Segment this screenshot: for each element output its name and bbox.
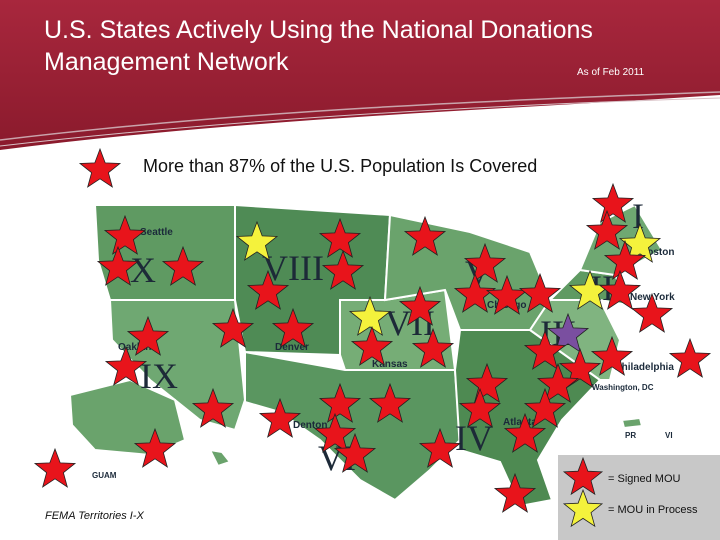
state-star xyxy=(598,269,642,310)
city-label: Kansas xyxy=(372,359,408,370)
header-band xyxy=(0,0,720,150)
state-star xyxy=(96,245,140,286)
state-star xyxy=(350,325,394,366)
state-star xyxy=(418,427,462,468)
state-star xyxy=(235,220,279,261)
state-star xyxy=(465,362,509,403)
state-star xyxy=(463,242,507,283)
state-star xyxy=(493,472,537,513)
state-star xyxy=(348,295,392,336)
state-star xyxy=(313,412,357,453)
state-star xyxy=(211,307,255,348)
region-shape xyxy=(453,329,602,508)
state-star xyxy=(411,327,455,368)
title-line: U.S. States Actively Using the National … xyxy=(44,16,593,44)
state-star xyxy=(33,447,77,488)
hawaii-shape xyxy=(208,448,232,468)
state-star xyxy=(453,272,497,313)
state-star xyxy=(133,427,177,468)
state-star xyxy=(321,249,365,290)
state-star xyxy=(458,387,502,428)
state-star xyxy=(126,315,170,356)
state-star xyxy=(368,382,412,423)
state-star xyxy=(258,397,302,438)
state-star xyxy=(318,382,362,423)
state-star xyxy=(562,488,604,528)
state-star xyxy=(271,307,315,348)
date-note: As of Feb 2011 xyxy=(577,67,645,78)
state-star xyxy=(668,337,712,378)
state-star xyxy=(546,312,590,353)
state-star xyxy=(398,285,442,326)
state-star xyxy=(536,362,580,403)
state-star xyxy=(518,272,562,313)
city-label: Seattle xyxy=(140,227,173,238)
state-star xyxy=(630,292,674,333)
footer-note: FEMA Territories I-X xyxy=(45,510,144,522)
city-label: GUAM xyxy=(92,471,117,480)
title-line: Management Network xyxy=(44,48,289,76)
state-star xyxy=(590,335,634,376)
city-label: Atlanta xyxy=(503,417,537,428)
state-star xyxy=(503,412,547,453)
state-star xyxy=(104,345,148,386)
city-label: VI xyxy=(665,431,673,440)
city-label: PR xyxy=(625,431,636,440)
subtitle: More than 87% of the U.S. Population Is … xyxy=(143,156,537,176)
state-star xyxy=(523,329,567,370)
state-star xyxy=(603,239,647,280)
state-star xyxy=(585,209,629,250)
state-star xyxy=(78,147,122,188)
state-star xyxy=(562,456,604,496)
region-label: VIII xyxy=(262,248,324,288)
legend-label: = Signed MOU xyxy=(608,473,681,485)
state-star xyxy=(161,245,205,286)
city-label: Boston xyxy=(640,247,674,258)
city-label: Denton xyxy=(293,420,327,431)
state-star xyxy=(618,222,662,263)
region-shape xyxy=(244,350,462,502)
state-star xyxy=(191,387,235,428)
region-label: X xyxy=(130,250,156,290)
region-label: IX xyxy=(140,356,178,396)
pr-shape xyxy=(620,416,644,430)
header-swoosh xyxy=(0,97,720,147)
city-label: Washington, DC xyxy=(592,383,654,392)
state-star xyxy=(523,387,567,428)
state-star xyxy=(591,182,635,223)
legend-label: = MOU in Process xyxy=(608,504,698,516)
state-star xyxy=(246,269,290,310)
state-star xyxy=(318,217,362,258)
city-label: Philadelphia xyxy=(615,362,674,373)
header-swoosh xyxy=(0,91,720,141)
state-star xyxy=(558,347,602,388)
state-star xyxy=(103,214,147,255)
region-label: IV xyxy=(455,418,493,458)
state-star xyxy=(403,215,447,256)
state-star xyxy=(333,432,377,473)
stars xyxy=(33,147,712,528)
city-label: Denver xyxy=(275,342,309,353)
